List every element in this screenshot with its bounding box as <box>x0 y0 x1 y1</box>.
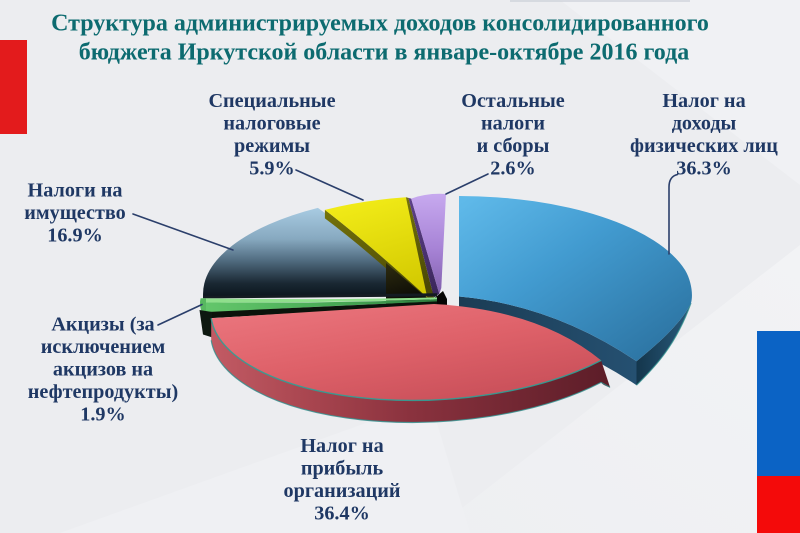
svg-text:Акцизы (за: Акцизы (за <box>51 314 154 336</box>
svg-text:нефтепродукты): нефтепродукты) <box>28 381 178 403</box>
svg-text:36.4%: 36.4% <box>314 503 370 525</box>
svg-text:16.9%: 16.9% <box>47 225 103 247</box>
svg-text:Структура администрируемых дох: Структура администрируемых доходов консо… <box>51 11 709 37</box>
svg-text:налоговые: налоговые <box>223 113 320 135</box>
svg-text:Специальные: Специальные <box>208 90 335 112</box>
svg-text:Остальные: Остальные <box>461 90 564 112</box>
svg-text:налоги: налоги <box>481 113 545 135</box>
svg-text:Налог на: Налог на <box>300 435 383 457</box>
svg-text:Налоги на: Налоги на <box>28 180 123 202</box>
svg-text:прибыль: прибыль <box>301 458 384 480</box>
svg-text:физических лиц: физических лиц <box>630 135 778 157</box>
svg-text:имущество: имущество <box>24 202 125 224</box>
svg-text:режимы: режимы <box>234 135 310 157</box>
svg-text:36.3%: 36.3% <box>676 158 732 180</box>
svg-text:и сборы: и сборы <box>477 135 550 157</box>
svg-text:бюджета Иркутской области в ян: бюджета Иркутской области в январе-октяб… <box>79 40 689 66</box>
svg-text:5.9%: 5.9% <box>249 158 294 180</box>
svg-text:доходы: доходы <box>672 113 737 135</box>
svg-text:1.9%: 1.9% <box>80 404 125 426</box>
svg-text:исключением: исключением <box>41 336 166 358</box>
svg-text:организаций: организаций <box>284 480 401 502</box>
svg-text:2.6%: 2.6% <box>490 158 535 180</box>
svg-text:Налог на: Налог на <box>662 90 745 112</box>
svg-text:акцизов на: акцизов на <box>53 359 153 381</box>
